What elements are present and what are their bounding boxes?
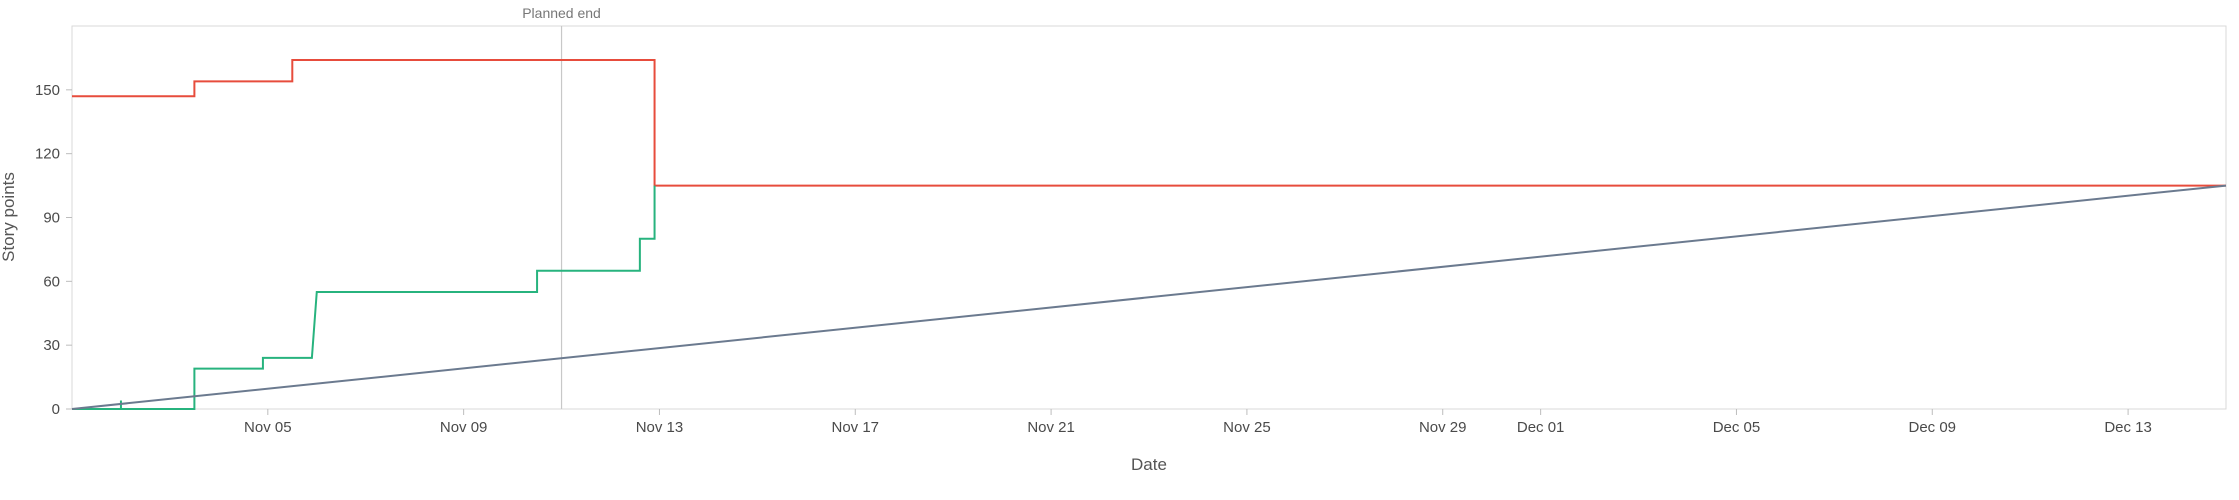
- ideal-line: [71, 184, 2227, 410]
- x-axis-title: Date: [1131, 455, 1167, 474]
- x-tick-label: Dec 05: [1713, 419, 1761, 436]
- planned-end-label: Planned end: [522, 5, 601, 21]
- x-tick-label: Dec 13: [2104, 419, 2152, 436]
- x-axis: Nov 05 Nov 09 Nov 13 Nov 17 Nov 21 Nov 25 Nov …: [244, 409, 2152, 436]
- x-tick-label: Nov 09: [440, 419, 488, 436]
- x-tick-label: Nov 21: [1027, 419, 1075, 436]
- x-tick-label: Nov 05: [244, 419, 292, 436]
- y-tick-label: 0: [52, 401, 60, 418]
- scope-line: [72, 59, 2226, 187]
- y-tick-label: 120: [35, 146, 60, 163]
- y-tick-label: 90: [43, 210, 60, 227]
- x-tick-label: Nov 17: [832, 419, 880, 436]
- series-layer: [71, 59, 2227, 410]
- y-axis: 0 30 60 90 120 150: [35, 82, 72, 418]
- x-tick-label: Dec 09: [1909, 419, 1957, 436]
- completed-line: [72, 185, 656, 410]
- y-tick-label: 60: [43, 273, 60, 290]
- x-tick-label: Dec 01: [1517, 419, 1565, 436]
- x-tick-label: Nov 29: [1419, 419, 1467, 436]
- y-tick-label: 30: [43, 337, 60, 354]
- y-axis-title: Story points: [0, 172, 18, 262]
- y-tick-label: 150: [35, 82, 60, 99]
- annotations-layer: Planned end: [522, 5, 601, 409]
- x-tick-label: Nov 25: [1223, 419, 1271, 436]
- plot-area-frame: [71, 25, 2227, 410]
- x-tick-label: Nov 13: [636, 419, 684, 436]
